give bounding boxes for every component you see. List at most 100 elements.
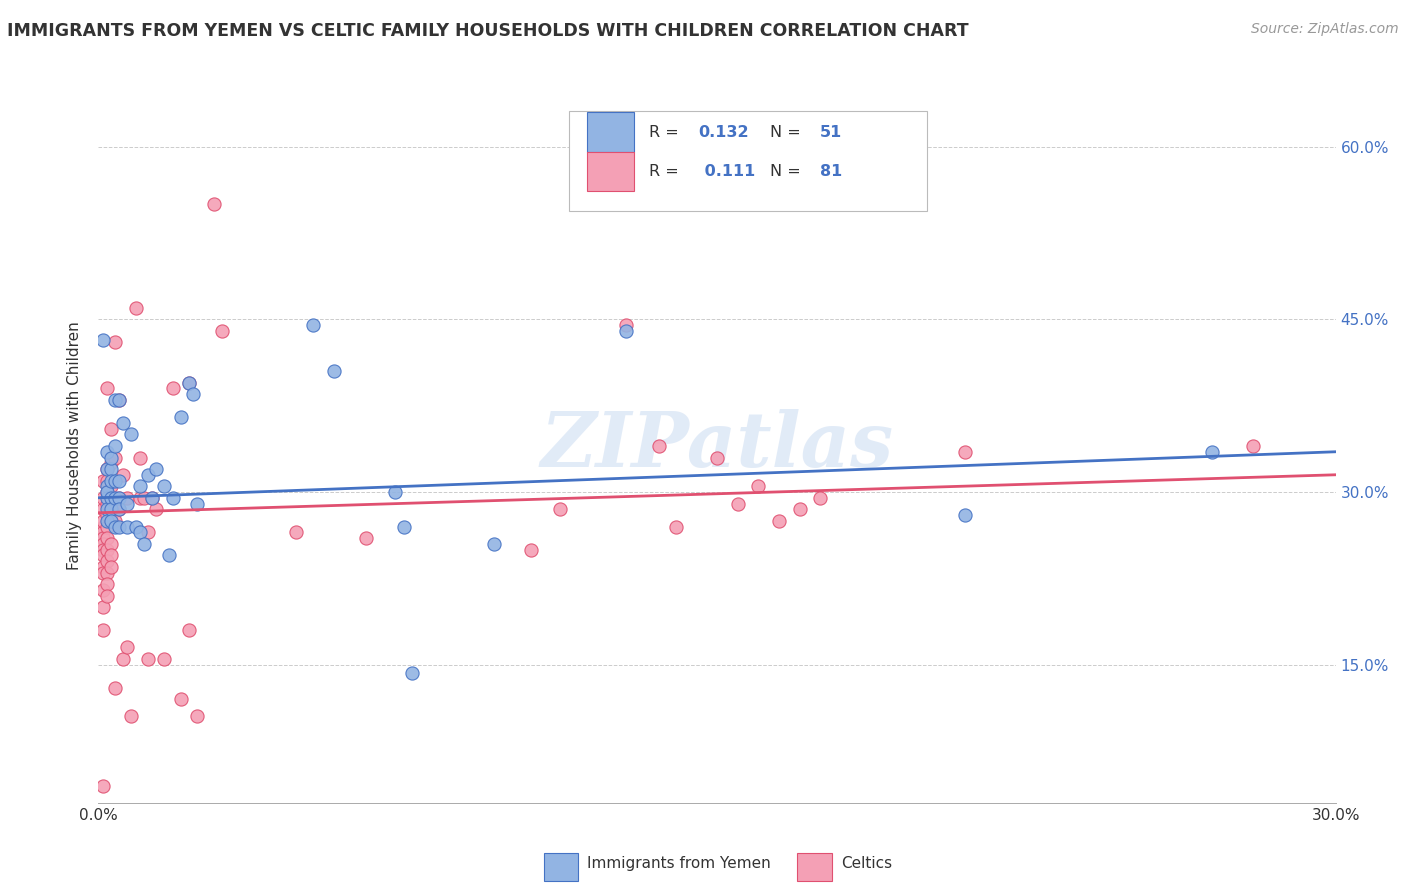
Point bbox=[91, 474, 114, 488]
Point bbox=[120, 709, 142, 723]
Point bbox=[112, 416, 135, 430]
Point bbox=[285, 525, 308, 540]
Point bbox=[104, 335, 127, 350]
Point bbox=[100, 450, 122, 465]
Point bbox=[112, 467, 135, 482]
Point bbox=[96, 531, 118, 545]
Point bbox=[91, 502, 114, 516]
Point bbox=[136, 467, 159, 482]
Point bbox=[614, 318, 637, 333]
Point bbox=[100, 497, 122, 511]
FancyBboxPatch shape bbox=[544, 853, 578, 881]
Point bbox=[953, 444, 976, 458]
Point bbox=[91, 537, 114, 551]
Point bbox=[108, 474, 131, 488]
Point bbox=[100, 462, 122, 476]
Point bbox=[91, 582, 114, 597]
Point bbox=[91, 600, 114, 615]
Point bbox=[128, 491, 150, 505]
Point bbox=[117, 519, 139, 533]
Point bbox=[100, 549, 122, 563]
Point bbox=[1241, 439, 1264, 453]
Point bbox=[124, 301, 146, 315]
Point bbox=[91, 519, 114, 533]
Point bbox=[96, 554, 118, 568]
Point bbox=[91, 333, 114, 347]
Point bbox=[100, 559, 122, 574]
Point bbox=[96, 485, 118, 500]
Point bbox=[100, 514, 122, 528]
Text: N =: N = bbox=[770, 164, 806, 178]
Point bbox=[789, 502, 811, 516]
Point bbox=[100, 474, 122, 488]
Point bbox=[211, 324, 233, 338]
Point bbox=[96, 566, 118, 580]
Point bbox=[302, 318, 325, 333]
Point bbox=[157, 549, 180, 563]
Point bbox=[108, 502, 131, 516]
Point bbox=[91, 525, 114, 540]
Point bbox=[550, 502, 572, 516]
Point bbox=[170, 692, 193, 706]
Point bbox=[96, 462, 118, 476]
Point bbox=[132, 491, 155, 505]
Point bbox=[91, 542, 114, 557]
Point bbox=[112, 652, 135, 666]
Y-axis label: Family Households with Children: Family Households with Children bbox=[67, 322, 83, 570]
Point bbox=[104, 491, 127, 505]
Point bbox=[179, 623, 201, 637]
Point bbox=[136, 652, 159, 666]
Point bbox=[91, 491, 114, 505]
Point bbox=[100, 456, 122, 470]
Point bbox=[128, 450, 150, 465]
Point bbox=[104, 439, 127, 453]
Point bbox=[665, 519, 688, 533]
Point bbox=[108, 502, 131, 516]
Point bbox=[96, 497, 118, 511]
Point bbox=[91, 531, 114, 545]
Point bbox=[100, 491, 122, 505]
Point bbox=[100, 422, 122, 436]
Point bbox=[747, 479, 769, 493]
Point bbox=[91, 779, 114, 793]
Point bbox=[145, 462, 167, 476]
Point bbox=[808, 491, 831, 505]
Point bbox=[170, 410, 193, 425]
Point bbox=[104, 519, 127, 533]
Text: Celtics: Celtics bbox=[841, 856, 891, 871]
Point bbox=[614, 324, 637, 338]
Text: N =: N = bbox=[770, 125, 806, 139]
Point bbox=[91, 566, 114, 580]
Point bbox=[96, 519, 118, 533]
Text: Immigrants from Yemen: Immigrants from Yemen bbox=[588, 856, 770, 871]
Point bbox=[179, 376, 201, 390]
Text: IMMIGRANTS FROM YEMEN VS CELTIC FAMILY HOUSEHOLDS WITH CHILDREN CORRELATION CHAR: IMMIGRANTS FROM YEMEN VS CELTIC FAMILY H… bbox=[7, 22, 969, 40]
Point bbox=[768, 514, 790, 528]
Point bbox=[96, 462, 118, 476]
Point bbox=[100, 502, 122, 516]
Point bbox=[96, 479, 118, 493]
Point bbox=[104, 450, 127, 465]
Point bbox=[96, 485, 118, 500]
Point bbox=[96, 444, 118, 458]
Point bbox=[96, 502, 118, 516]
Point bbox=[141, 491, 163, 505]
Point bbox=[108, 519, 131, 533]
Point bbox=[162, 491, 184, 505]
Point bbox=[356, 531, 378, 545]
Point bbox=[132, 537, 155, 551]
Point bbox=[104, 497, 127, 511]
Point bbox=[186, 497, 208, 511]
Point bbox=[179, 376, 201, 390]
Text: ZIPatlas: ZIPatlas bbox=[540, 409, 894, 483]
Point bbox=[104, 681, 127, 695]
Point bbox=[384, 485, 406, 500]
Point bbox=[100, 537, 122, 551]
Point bbox=[1201, 444, 1223, 458]
Point bbox=[117, 640, 139, 655]
FancyBboxPatch shape bbox=[588, 112, 634, 152]
FancyBboxPatch shape bbox=[568, 111, 928, 211]
Point bbox=[181, 387, 204, 401]
Point bbox=[484, 537, 506, 551]
Point bbox=[96, 577, 118, 591]
